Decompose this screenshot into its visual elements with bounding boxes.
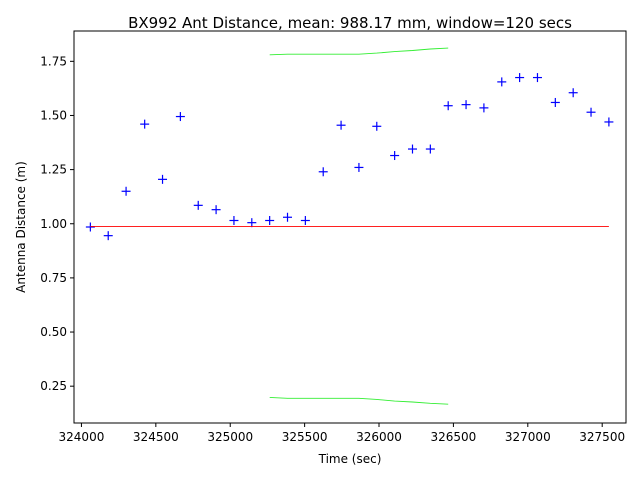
data-point: [515, 73, 525, 83]
data-point: [140, 119, 150, 129]
data-point: [300, 216, 310, 226]
lower-bound: [269, 396, 449, 405]
y-tick-label: 0.75: [40, 271, 67, 285]
x-tick-label: 325500: [282, 430, 328, 444]
x-tick-label: 324500: [133, 430, 179, 444]
data-point: [443, 101, 453, 111]
y-tick-label: 1.50: [40, 108, 67, 122]
data-point: [372, 121, 382, 131]
x-tick-label: 327000: [505, 430, 551, 444]
data-point: [247, 218, 257, 228]
data-point: [497, 77, 507, 87]
data-point: [568, 88, 578, 98]
y-axis-title: Antenna Distance (m): [14, 161, 28, 293]
data-point: [479, 103, 489, 113]
y-tick-label: 1.00: [40, 217, 67, 231]
x-axis-ticks: 324000 324500 325000 325500 326000 326500 3270…: [59, 423, 625, 444]
y-tick-label: 0.25: [40, 379, 67, 393]
data-point: [211, 205, 221, 215]
y-tick-label: 1.75: [40, 54, 67, 68]
data-point: [85, 222, 95, 232]
data-point: [121, 186, 131, 196]
plot-area: [85, 47, 614, 405]
data-point: [265, 216, 275, 226]
data-point: [354, 162, 364, 172]
data-point: [193, 200, 203, 210]
data-point: [586, 107, 596, 117]
data-point: [318, 167, 328, 177]
y-tick-label: 0.50: [40, 325, 67, 339]
upper-bound: [269, 47, 449, 56]
data-point: [390, 151, 400, 161]
y-axis-ticks: 0.25 0.50 0.75 1.00 1.25 1.50 1.75: [40, 54, 74, 393]
data-point: [175, 112, 185, 122]
data-point: [158, 174, 168, 184]
data-point: [604, 117, 614, 127]
x-tick-label: 326500: [431, 430, 477, 444]
data-point: [461, 100, 471, 110]
x-tick-label: 326000: [356, 430, 402, 444]
data-point: [103, 231, 113, 241]
data-point: [550, 97, 560, 107]
axes-frame: [73, 30, 627, 424]
data-point: [229, 216, 239, 226]
data-point: [283, 212, 293, 222]
x-tick-label: 324000: [59, 430, 105, 444]
x-tick-label: 327500: [579, 430, 625, 444]
data-point: [407, 144, 417, 154]
chart-title: BX992 Ant Distance, mean: 988.17 mm, win…: [128, 14, 572, 32]
data-point: [425, 144, 435, 154]
x-axis-title: Time (sec): [318, 452, 382, 466]
data-point: [336, 120, 346, 130]
x-tick-label: 325000: [207, 430, 253, 444]
data-point: [532, 73, 542, 83]
y-tick-label: 1.25: [40, 163, 67, 177]
